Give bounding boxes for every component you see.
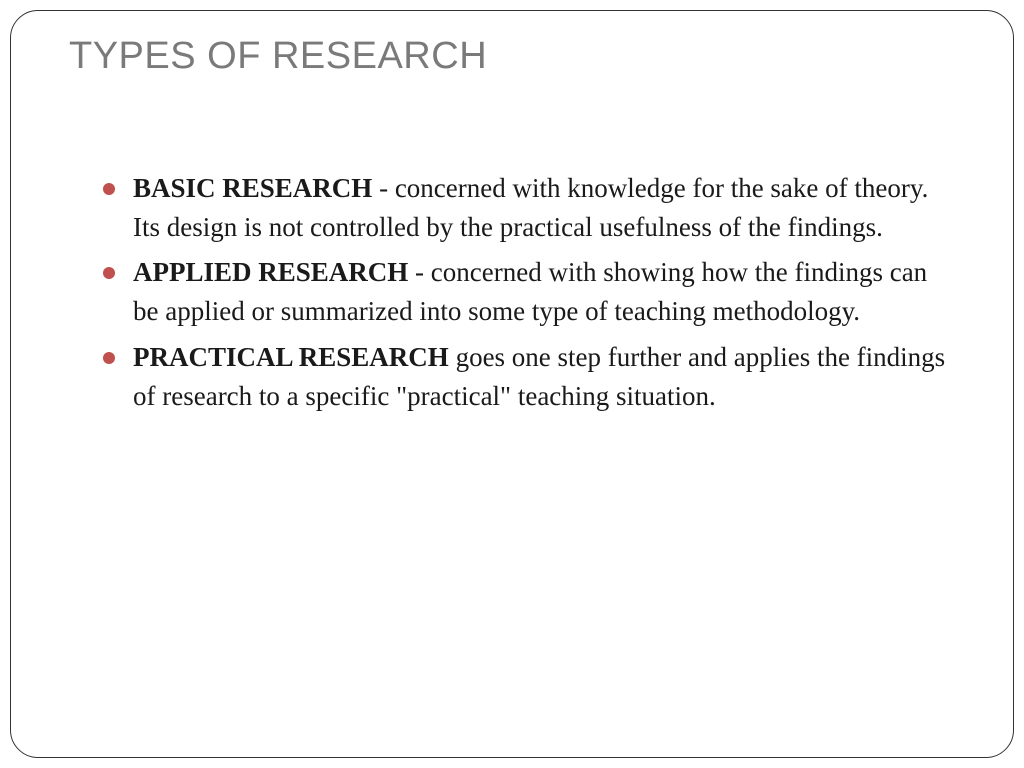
bullet-icon bbox=[103, 267, 115, 279]
item-separator: - bbox=[372, 173, 395, 203]
item-term: BASIC RESEARCH bbox=[133, 173, 372, 203]
item-separator bbox=[449, 342, 456, 372]
item-term: PRACTICAL RESEARCH bbox=[133, 342, 449, 372]
bullet-icon bbox=[103, 352, 115, 364]
item-text: APPLIED RESEARCH - concerned with showin… bbox=[133, 253, 953, 331]
item-term: APPLIED RESEARCH bbox=[133, 257, 408, 287]
list-item: APPLIED RESEARCH - concerned with showin… bbox=[103, 253, 953, 331]
slide-frame: TYPES OF RESEARCH BASIC RESEARCH - conce… bbox=[10, 10, 1014, 758]
item-text: PRACTICAL RESEARCH goes one step further… bbox=[133, 338, 953, 416]
list-item: PRACTICAL RESEARCH goes one step further… bbox=[103, 338, 953, 416]
item-separator: - bbox=[408, 257, 431, 287]
item-text: BASIC RESEARCH - concerned with knowledg… bbox=[133, 169, 953, 247]
bullet-icon bbox=[103, 183, 115, 195]
slide-title: TYPES OF RESEARCH bbox=[69, 35, 487, 78]
list-item: BASIC RESEARCH - concerned with knowledg… bbox=[103, 169, 953, 247]
content-area: BASIC RESEARCH - concerned with knowledg… bbox=[103, 169, 953, 422]
